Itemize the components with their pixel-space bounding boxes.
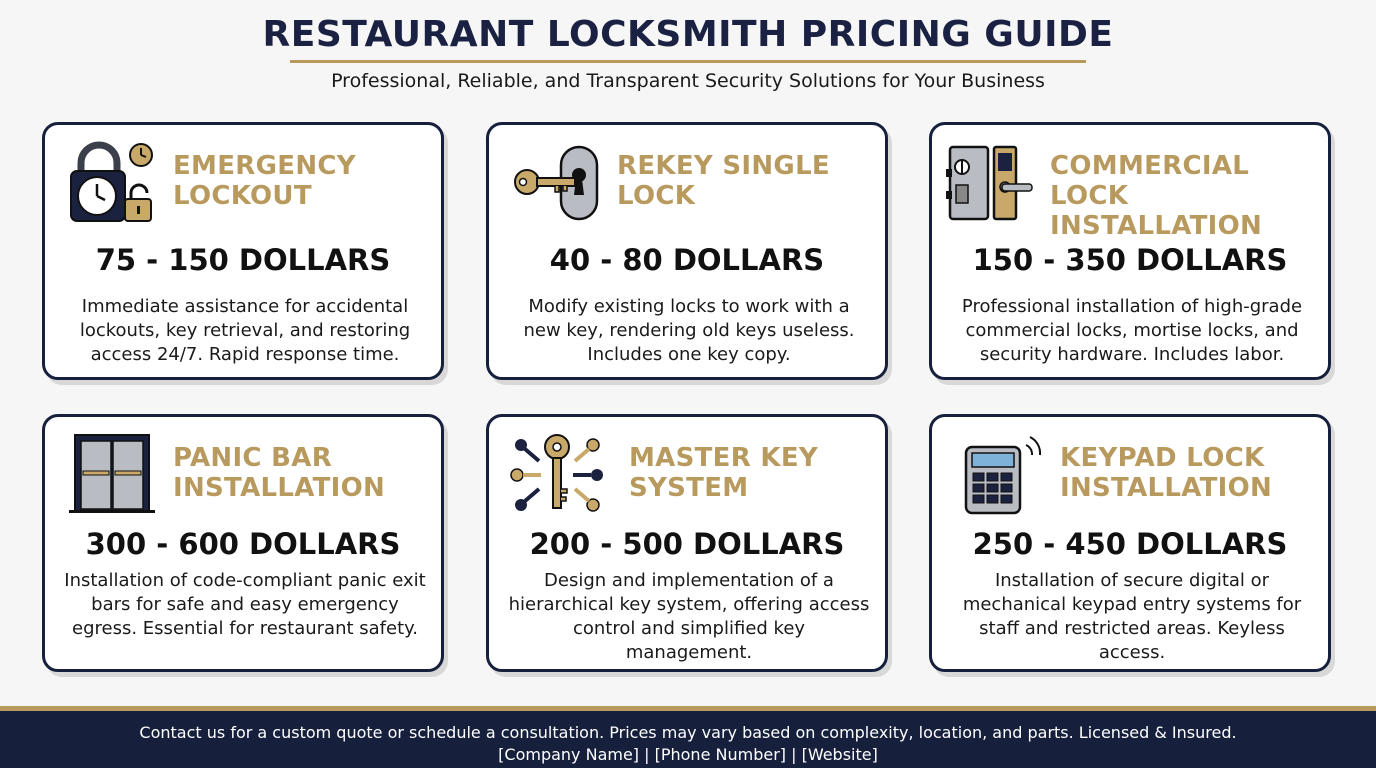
service-price: 150 - 350 DOLLARS xyxy=(972,243,1288,277)
key-lock-icon xyxy=(511,139,601,225)
service-name: REKEY SINGLE LOCK xyxy=(617,151,830,211)
master-key-icon xyxy=(509,431,605,517)
footer-company-info: [Company Name] | [Phone Number] | [Websi… xyxy=(498,745,878,764)
service-card-master-key-system: MASTER KEY SYSTEM 200 - 500 DOLLARS Desi… xyxy=(486,414,888,672)
double-door-panic-bar-icon xyxy=(67,431,157,517)
service-card-keypad-lock-installation: KEYPAD LOCK INSTALLATION 250 - 450 DOLLA… xyxy=(929,414,1331,672)
service-description: Professional installation of high-grade … xyxy=(961,296,1303,365)
keypad-icon xyxy=(960,431,1050,517)
mortise-lock-icon xyxy=(944,139,1034,225)
service-card-rekey-single-lock: REKEY SINGLE LOCK 40 - 80 DOLLARS Modify… xyxy=(486,122,888,380)
service-price: 250 - 450 DOLLARS xyxy=(972,527,1288,561)
service-price: 200 - 500 DOLLARS xyxy=(529,527,845,561)
service-description: Modify existing locks to work with a new… xyxy=(523,296,855,365)
service-card-emergency-lockout: EMERGENCY LOCKOUT 75 - 150 DOLLARS Immed… xyxy=(42,122,444,380)
service-description: Installation of code-compliant panic exi… xyxy=(64,570,426,639)
service-description: Design and implementation of a hierarchi… xyxy=(508,570,870,663)
padlock-clock-icon xyxy=(67,139,157,225)
service-description: Immediate assistance for accidental lock… xyxy=(79,296,411,365)
service-name: EMERGENCY LOCKOUT xyxy=(173,151,356,211)
page-title: RESTAURANT LOCKSMITH PRICING GUIDE xyxy=(262,14,1114,55)
service-card-panic-bar-installation: PANIC BAR INSTALLATION 300 - 600 DOLLARS… xyxy=(42,414,444,672)
service-price: 40 - 80 DOLLARS xyxy=(549,243,825,277)
service-price: 300 - 600 DOLLARS xyxy=(85,527,401,561)
service-name: PANIC BAR INSTALLATION xyxy=(173,443,386,503)
footer-bar: Contact us for a custom quote or schedul… xyxy=(0,706,1376,768)
service-name: COMMERCIAL LOCK INSTALLATION xyxy=(1050,151,1263,241)
page-subtitle: Professional, Reliable, and Transparent … xyxy=(331,70,1045,92)
service-card-commercial-lock-installation: COMMERCIAL LOCK INSTALLATION 150 - 350 D… xyxy=(929,122,1331,380)
footer-contact-text: Contact us for a custom quote or schedul… xyxy=(139,723,1237,742)
title-underline xyxy=(290,60,1086,63)
service-description: Installation of secure digital or mechan… xyxy=(962,570,1302,663)
service-price: 75 - 150 DOLLARS xyxy=(95,243,391,277)
service-name: KEYPAD LOCK INSTALLATION xyxy=(1060,443,1273,503)
service-name: MASTER KEY SYSTEM xyxy=(629,443,819,503)
